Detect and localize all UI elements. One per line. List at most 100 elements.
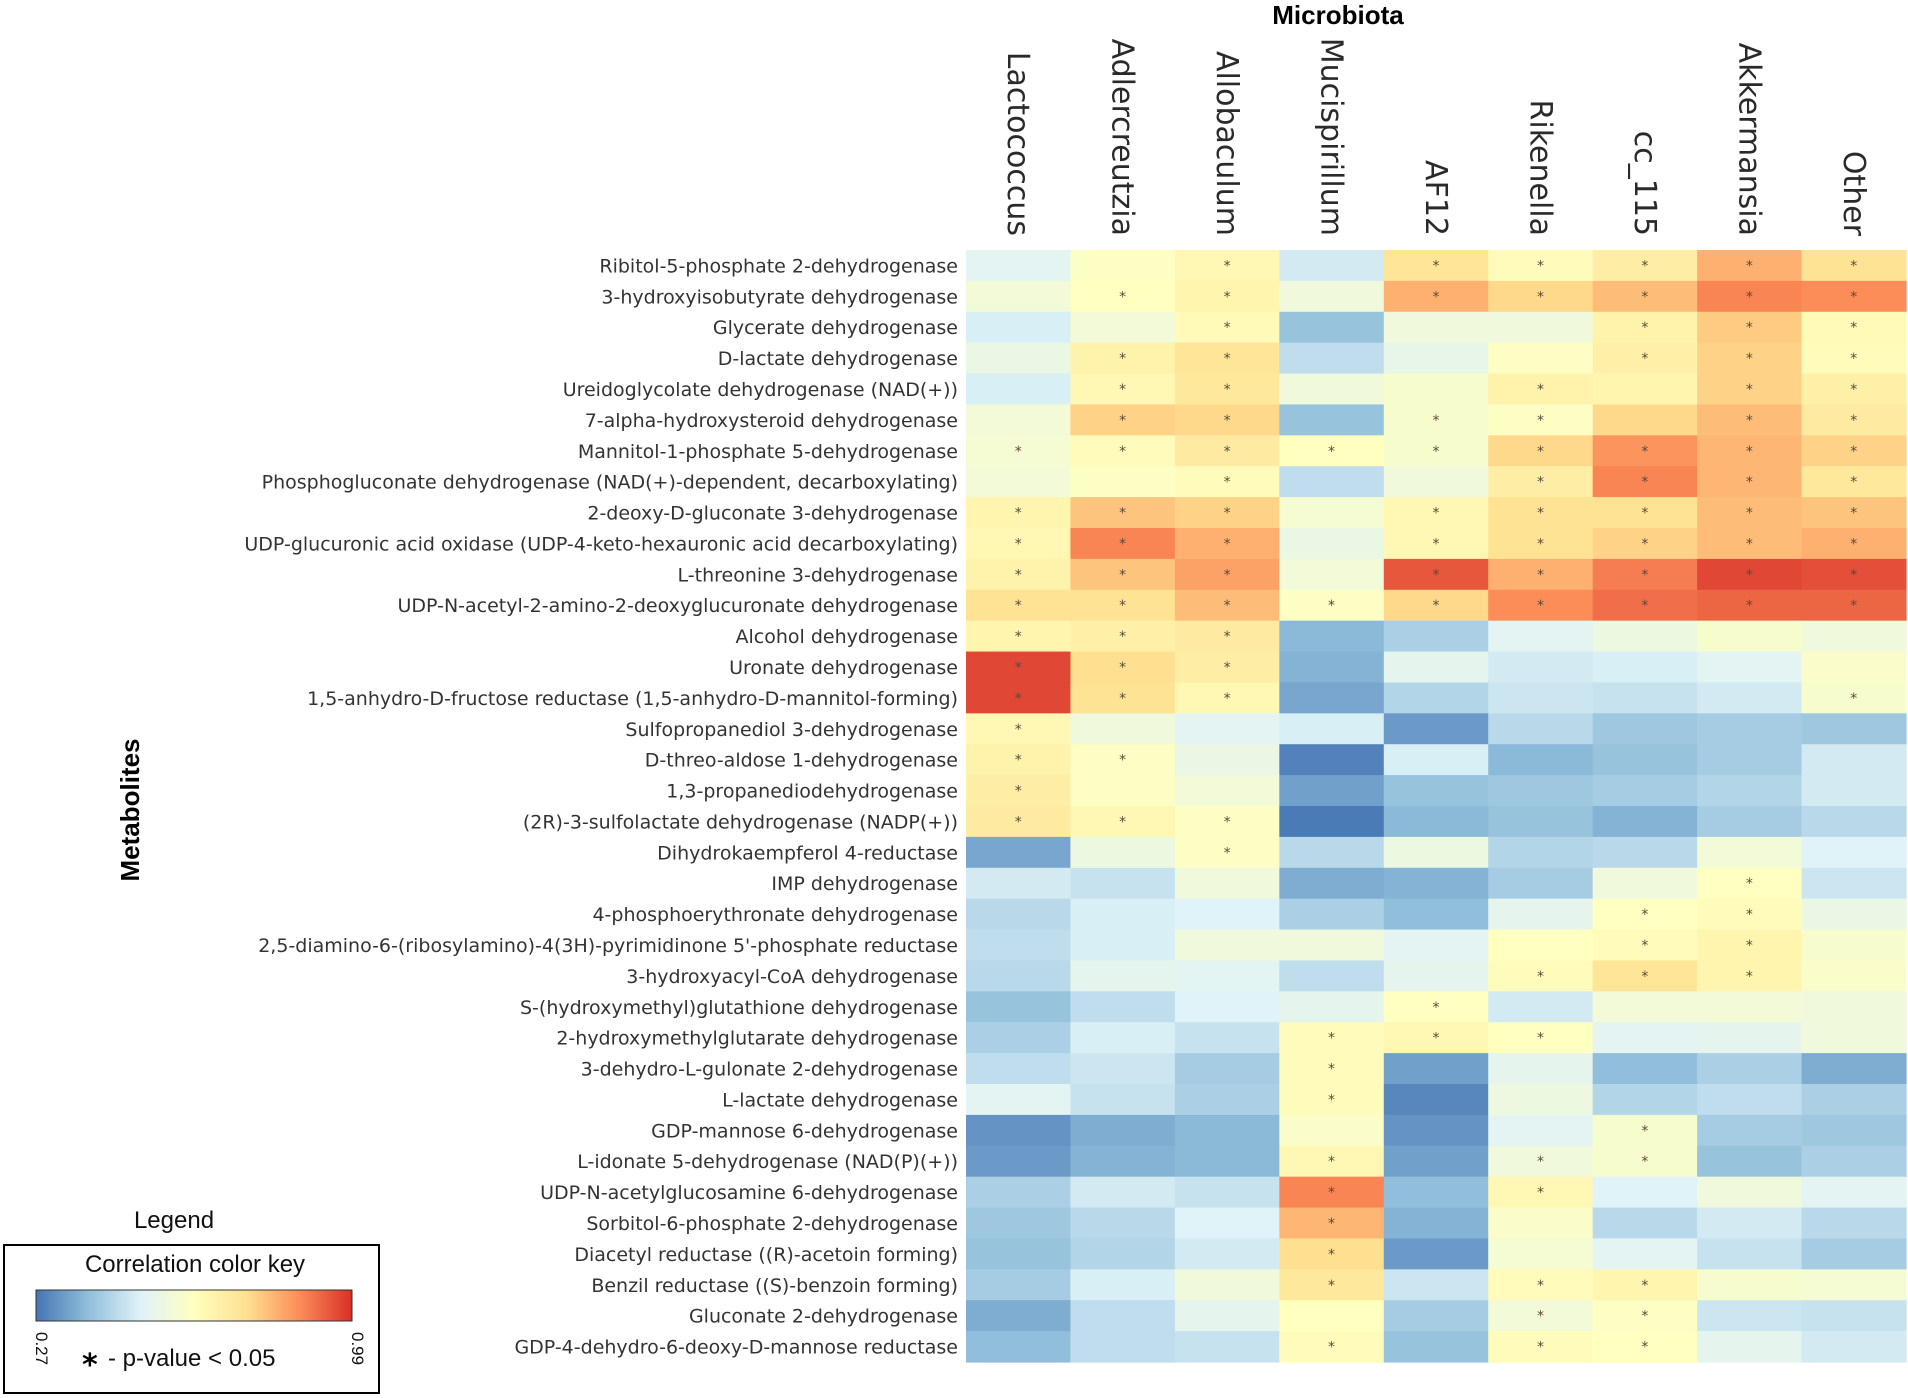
- heatmap-cell: [1801, 404, 1907, 436]
- heatmap-cell: [1592, 1084, 1698, 1116]
- heatmap-cell: [1697, 1269, 1803, 1301]
- heatmap-cell: [1279, 497, 1385, 529]
- significance-star: *: [1746, 938, 1753, 954]
- heatmap-cell: [1070, 497, 1176, 529]
- heatmap-cell: [1383, 713, 1489, 745]
- significance-star: *: [1119, 444, 1126, 460]
- heatmap-cell: [1592, 1114, 1698, 1147]
- heatmap-cell: [1801, 1269, 1907, 1301]
- significance-star: *: [1328, 1340, 1335, 1356]
- heatmap-cell: [966, 558, 1072, 591]
- heatmap-cell: [1279, 960, 1385, 992]
- heatmap-cell: [1801, 1053, 1907, 1085]
- heatmap-cell: [1801, 867, 1907, 900]
- row-label: UDP-glucuronic acid oxidase (UDP-4-keto-…: [244, 533, 958, 555]
- heatmap-cell: [966, 682, 1072, 714]
- row-label: IMP dehydrogenase: [771, 873, 958, 895]
- row-label: Mannitol-1-phosphate 5-dehydrogenase: [578, 441, 958, 463]
- heatmap-cell: [1592, 775, 1698, 807]
- significance-star: *: [1641, 506, 1648, 522]
- heatmap-cell: [1592, 960, 1698, 992]
- heatmap-cell: [1279, 466, 1385, 498]
- heatmap-cell: [1801, 1176, 1907, 1209]
- significance-star: *: [1850, 289, 1857, 305]
- legend-min-label: 0.27: [32, 1332, 51, 1365]
- heatmap-cell: [1697, 620, 1803, 653]
- significance-star: *: [1119, 382, 1126, 398]
- heatmap-cell: [1697, 1300, 1803, 1332]
- heatmap-cell: [1488, 558, 1594, 591]
- heatmap-cell: [1279, 1053, 1385, 1085]
- heatmap-cell: [1070, 404, 1176, 436]
- significance-star: *: [1537, 1309, 1544, 1325]
- significance-star: *: [1015, 598, 1022, 614]
- heatmap-cell: [1070, 558, 1176, 591]
- heatmap-cell: [1070, 1084, 1176, 1116]
- heatmap-cell: [1174, 867, 1280, 900]
- heatmap-cell: [1488, 1176, 1594, 1209]
- heatmap-cell: [1697, 898, 1803, 931]
- heatmap-cell: [1488, 373, 1594, 406]
- row-label: Benzil reductase ((S)-benzoin forming): [591, 1275, 958, 1297]
- heatmap-cell: [1279, 620, 1385, 653]
- significance-star: *: [1537, 413, 1544, 429]
- significance-star: *: [1641, 258, 1648, 274]
- heatmap-cell: [1697, 1238, 1803, 1270]
- heatmap-cell: [1801, 311, 1907, 344]
- heatmap-cell: [966, 528, 1072, 560]
- heatmap-cell: [1174, 1207, 1280, 1240]
- heatmap-cell: [1801, 991, 1907, 1023]
- heatmap-cell: [1697, 713, 1803, 745]
- heatmap-cell: [966, 435, 1072, 467]
- heatmap-cell: [1070, 929, 1176, 962]
- significance-star: *: [1328, 1092, 1335, 1108]
- significance-star: *: [1537, 1278, 1544, 1294]
- heatmap-cell: [1174, 651, 1280, 684]
- significance-star: *: [1224, 444, 1231, 460]
- heatmap-cell: [1383, 342, 1489, 375]
- significance-star: *: [1537, 1031, 1544, 1047]
- column-label: Lactococcus: [1000, 52, 1035, 236]
- heatmap-cell: [1279, 589, 1385, 622]
- significance-star: *: [1433, 536, 1440, 552]
- heatmap-cell: [1383, 1207, 1489, 1240]
- significance-star: *: [1641, 320, 1648, 336]
- heatmap-cell: [1174, 1331, 1280, 1363]
- heatmap-cell: [1697, 1084, 1803, 1116]
- significance-star: *: [1850, 351, 1857, 367]
- heatmap-cell: [1070, 960, 1176, 992]
- row-label: L-idonate 5-dehydrogenase (NAD(P)(+)): [577, 1151, 958, 1173]
- heatmap-cell: [1488, 1053, 1594, 1085]
- heatmap-cell: [1070, 806, 1176, 838]
- heatmap-cell: [1070, 867, 1176, 900]
- row-label: Diacetyl reductase ((R)-acetoin forming): [574, 1244, 958, 1266]
- heatmap-cell: [1801, 1238, 1907, 1270]
- heatmap-cell: [1174, 342, 1280, 375]
- heatmap-cell: [1383, 1176, 1489, 1209]
- heatmap-cell: [1070, 1207, 1176, 1240]
- heatmap-cell: [966, 1269, 1072, 1301]
- x-axis-title: Microbiota: [1272, 0, 1404, 30]
- heatmap-cell: [1697, 1331, 1803, 1363]
- row-label: Glycerate dehydrogenase: [713, 317, 958, 339]
- significance-star: *: [1119, 629, 1126, 645]
- heatmap-cell: [1592, 1053, 1698, 1085]
- heatmap-cell: [1488, 589, 1594, 622]
- heatmap-cell: [1279, 435, 1385, 467]
- heatmap-cell: [1697, 1053, 1803, 1085]
- heatmap-cell: [1070, 280, 1176, 313]
- heatmap-cell: [1279, 836, 1385, 869]
- heatmap-cell: [1592, 558, 1698, 591]
- heatmap-cell: [1697, 589, 1803, 622]
- significance-star: *: [1433, 1031, 1440, 1047]
- column-label: Mucispirillum: [1314, 38, 1349, 236]
- significance-star: *: [1537, 382, 1544, 398]
- heatmap-cell: [1070, 1114, 1176, 1147]
- heatmap-cell: [966, 867, 1072, 900]
- significance-star: *: [1537, 1340, 1544, 1356]
- heatmap-cell: [1070, 713, 1176, 745]
- significance-star: *: [1850, 691, 1857, 707]
- row-label: GDP-mannose 6-dehydrogenase: [651, 1120, 958, 1142]
- significance-star: *: [1850, 444, 1857, 460]
